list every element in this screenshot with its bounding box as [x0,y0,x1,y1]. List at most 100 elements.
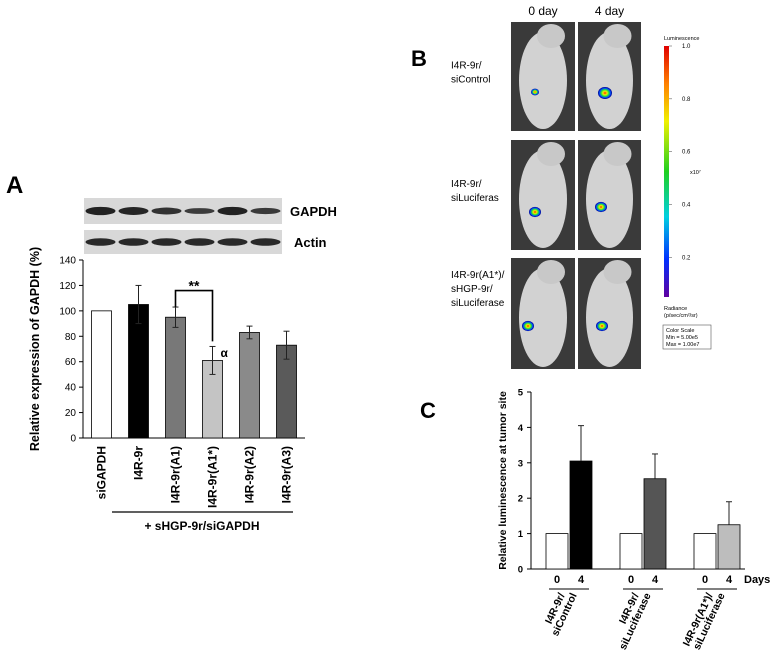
luminescence-spot [598,87,612,99]
colorbar-tick-label: 0.2 [682,255,691,261]
y-axis-label: Relative expression of GAPDH (%) [28,247,42,451]
row-label: siControl [451,75,490,86]
colorbar-multiplier: x10⁷ [690,169,701,176]
mouse-head [603,24,632,48]
blot-band [184,208,215,214]
scale-text: Max = 1.00e7 [666,342,699,348]
luminescence-spot [595,201,607,213]
row-label: sHGP-9r/ [451,284,493,295]
blot-band [250,238,281,246]
x-tick-label: 0 [554,574,560,586]
x-tick-label: I4R-9r(A2) [243,446,257,503]
y-tick-label: 80 [65,332,77,343]
bar [619,533,643,570]
mouse-body [519,268,567,367]
x-tick-label: 0 [628,574,634,586]
row-label: I4R-9r/ [451,179,482,190]
bar [91,310,112,439]
luminescence-spot [522,320,534,332]
column-label: 4 day [595,4,624,18]
mouse-head [603,260,632,284]
bar [693,533,717,570]
colorbar-unit: (p/sec/cm²/sr) [664,313,698,319]
blot-band [85,238,116,246]
y-tick-label: 120 [59,281,76,292]
panel-label: A [6,172,23,199]
x-axis-label: Days [744,574,770,586]
y-tick-label: 40 [65,383,77,394]
scale-text: Min = 5.00e5 [666,335,698,341]
blot-band [151,207,182,215]
scale-text: Color Scale [666,328,694,334]
blot-band [217,206,248,216]
mouse-head [603,142,632,166]
x-tick-label: 0 [702,574,708,586]
panel-label: C [420,398,436,423]
note-label: α [221,346,229,360]
colorbar [664,46,669,297]
significance-label: ** [189,278,200,294]
blot-strip [84,230,282,254]
blot-strip [84,198,282,224]
y-tick-label: 0 [518,565,523,576]
mouse-body [586,268,633,367]
blot-band [118,238,149,246]
bar [717,524,741,570]
y-axis-label: Relative luminescence at tumor site [497,391,509,570]
group-label: + sHGP-9r/siGAPDH [144,519,259,533]
bar [569,460,593,570]
bar [545,533,569,570]
bar [643,478,667,570]
luminescence-spot [529,206,541,218]
mouse-head [537,260,565,284]
x-tick-label: I4R-9r(A3) [280,446,294,503]
mouse-head [537,24,565,48]
x-tick-label: I4R-9r(A1) [169,446,183,503]
colorbar-tick-label: 0.4 [682,203,691,209]
x-tick-label: 4 [726,574,733,586]
colorbar-tick-label: 1.0 [682,44,691,50]
column-label: 0 day [528,4,557,18]
colorbar-title: Luminescence [664,36,699,42]
bar [239,332,260,439]
panel-label: B [411,46,427,71]
colorbar-tick-label: 0.8 [682,97,691,103]
scale-box [662,324,712,350]
blot-band [85,206,116,216]
row-label: I4R-9r(A1*)/ [451,270,505,281]
mouse-body [519,150,567,248]
blot-label: Actin [294,235,327,250]
blot-band [250,207,281,215]
y-tick-label: 4 [518,423,524,434]
mouse-body [586,32,633,129]
x-tick-label: 4 [578,574,585,586]
colorbar-unit: Radiance [664,306,687,312]
y-tick-label: 5 [518,388,524,399]
blot-band [217,238,248,246]
blot-band [151,238,182,246]
y-tick-label: 3 [518,458,523,469]
x-tick-label: I4R-9r(A1*) [206,446,220,508]
y-tick-label: 0 [70,434,76,445]
x-tick-label: 4 [652,574,659,586]
bar [128,304,149,439]
significance-bracket [174,289,214,342]
y-tick-label: 60 [65,357,77,368]
row-label: siLuciferas [451,193,499,204]
luminescence-spot [596,320,608,332]
bar [165,316,186,439]
y-tick-label: 100 [59,306,76,317]
blot-band [184,238,215,246]
y-tick-label: 2 [518,494,523,505]
y-tick-label: 1 [518,529,524,540]
x-tick-label: siGAPDH [95,446,109,499]
y-tick-label: 20 [65,408,77,419]
x-tick-label: I4R-9r [132,446,146,480]
y-tick-label: 140 [59,256,76,267]
mouse-head [537,142,565,166]
row-label: I4R-9r/ [451,61,482,72]
colorbar-tick-label: 0.6 [682,150,691,156]
luminescence-spot [531,88,539,96]
